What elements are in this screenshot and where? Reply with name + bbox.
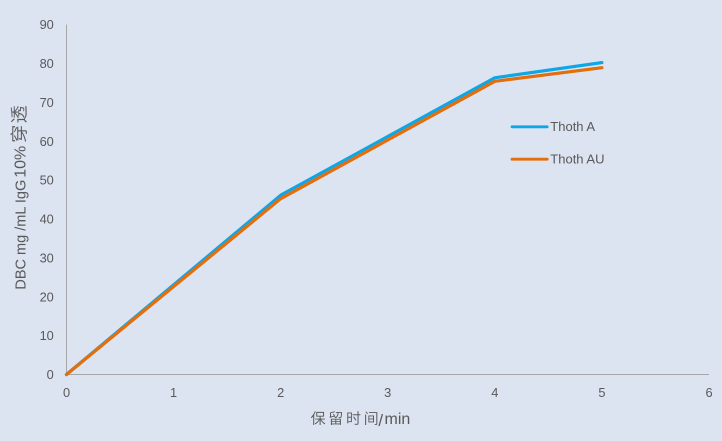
svg-text:80: 80 bbox=[40, 56, 54, 71]
svg-text:40: 40 bbox=[40, 212, 54, 227]
svg-text:Thoth AU: Thoth AU bbox=[550, 152, 604, 167]
svg-text:20: 20 bbox=[40, 289, 54, 304]
svg-text:30: 30 bbox=[40, 250, 54, 265]
svg-text:10: 10 bbox=[40, 328, 54, 343]
svg-text:0: 0 bbox=[63, 385, 70, 400]
svg-text:50: 50 bbox=[40, 173, 54, 188]
svg-text:70: 70 bbox=[40, 95, 54, 110]
svg-text:Thoth A: Thoth A bbox=[550, 119, 595, 134]
svg-text:1: 1 bbox=[170, 385, 177, 400]
svg-text:4: 4 bbox=[491, 385, 498, 400]
svg-text:min: min bbox=[385, 411, 411, 428]
svg-text:90: 90 bbox=[40, 17, 54, 32]
svg-text:/: / bbox=[378, 411, 383, 430]
svg-text:0: 0 bbox=[47, 367, 54, 382]
svg-text:60: 60 bbox=[40, 134, 54, 149]
svg-text:5: 5 bbox=[598, 385, 605, 400]
svg-text:3: 3 bbox=[384, 385, 391, 400]
svg-text:DBC mg /mL IgG: DBC mg /mL IgG bbox=[14, 180, 30, 290]
svg-text:2: 2 bbox=[277, 385, 284, 400]
svg-text:6: 6 bbox=[705, 385, 712, 400]
svg-text:10%: 10% bbox=[13, 146, 30, 178]
